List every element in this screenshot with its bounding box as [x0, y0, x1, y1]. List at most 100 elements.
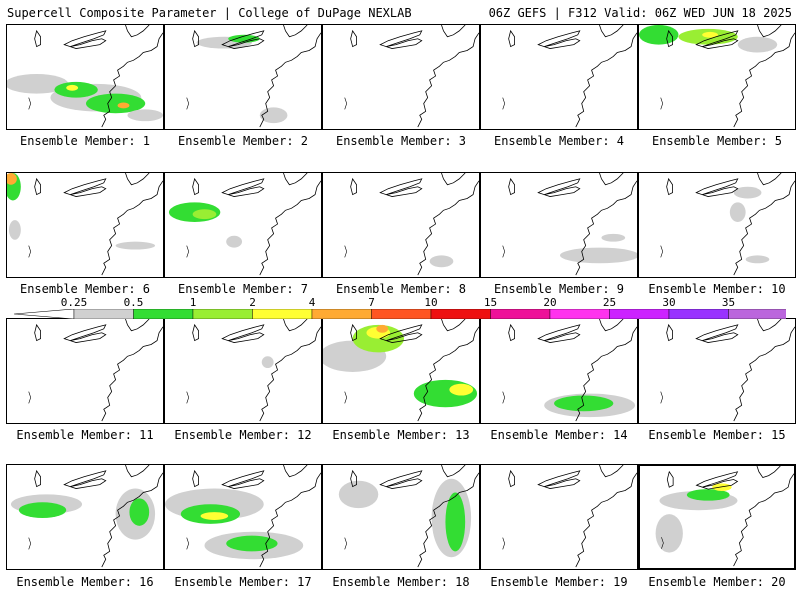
ensemble-map-panel-4	[480, 24, 638, 130]
colorbar-tick-label: 30	[662, 296, 676, 309]
lakes-outline	[379, 324, 423, 343]
coastline	[575, 326, 637, 422]
scp-contour	[200, 512, 229, 520]
ensemble-map-panel-14	[480, 318, 638, 424]
lakes-outline	[537, 324, 581, 343]
scp-contour	[729, 202, 746, 223]
ensemble-map-panel-19	[480, 464, 638, 570]
ensemble-map-panel-1	[6, 24, 164, 130]
coastline	[101, 326, 163, 422]
border-outline	[441, 25, 466, 38]
map-svg	[344, 173, 479, 276]
michigan-outline	[350, 323, 357, 342]
map-svg	[338, 465, 479, 568]
coastline	[101, 32, 163, 128]
scp-contour	[338, 480, 379, 509]
border-outline	[125, 25, 150, 38]
border-outline	[599, 465, 624, 478]
ensemble-member-label: Ensemble Member: 16	[16, 575, 154, 589]
coastline	[259, 32, 321, 128]
river-line	[660, 97, 664, 110]
michigan-outline	[350, 29, 357, 48]
colorbar-segment	[73, 309, 134, 319]
michigan-outline	[350, 177, 357, 196]
map-svg	[502, 25, 637, 128]
map-svg	[10, 465, 163, 568]
colorbar-segment	[490, 309, 551, 319]
ensemble-member-label: Ensemble Member: 7	[177, 282, 309, 296]
map-svg	[639, 25, 795, 128]
scp-contour	[639, 25, 679, 45]
michigan-outline	[34, 177, 41, 196]
colorbar-tick-label: 2	[249, 296, 256, 309]
river-line	[502, 537, 506, 550]
colorbar-segment	[371, 309, 432, 319]
colorbar-tick-label: 10	[424, 296, 438, 309]
michigan-outline	[666, 29, 673, 48]
scp-contour	[115, 241, 156, 250]
border-outline	[757, 173, 782, 186]
scp-contour	[117, 102, 130, 109]
colorbar-tick-label: 4	[308, 296, 316, 309]
lakes-outline	[221, 30, 265, 49]
scp-contour	[601, 233, 626, 242]
ensemble-member-label: Ensemble Member: 17	[174, 575, 312, 589]
coastline	[733, 32, 795, 128]
lakes-outline	[537, 178, 581, 197]
river-line	[344, 391, 348, 404]
ensemble-map-panel-11	[6, 318, 164, 424]
ensemble-map-panel-13	[322, 318, 480, 424]
river-line	[344, 537, 348, 550]
michigan-outline	[34, 29, 41, 48]
river-line	[502, 391, 506, 404]
coastline	[417, 32, 479, 128]
ensemble-map-panel-17	[164, 464, 322, 570]
ensemble-member-label: Ensemble Member: 3	[335, 134, 467, 148]
ensemble-map-panel-2	[164, 24, 322, 130]
river-line	[502, 97, 506, 110]
border-outline	[599, 25, 624, 38]
coastline	[259, 180, 321, 276]
colorbar-segment	[549, 309, 610, 319]
scp-contour	[259, 107, 288, 124]
ensemble-map-panel-7	[164, 172, 322, 278]
scp-contour	[66, 84, 79, 91]
ensemble-member-label: Ensemble Member: 10	[648, 282, 786, 296]
ensemble-map-panel-3	[322, 24, 480, 130]
border-outline	[125, 465, 150, 478]
colorbar-tick-label: 35	[721, 296, 736, 309]
coastline	[101, 472, 163, 568]
map-svg	[655, 466, 794, 567]
lakes-outline	[63, 324, 107, 343]
colorbar-tick-label: 1	[189, 296, 197, 309]
ensemble-map-panel-5	[638, 24, 796, 130]
colorbar-tick-label: 7	[368, 296, 375, 309]
river-line	[186, 97, 190, 110]
colorbar-segment	[609, 309, 670, 319]
colorbar-segment	[311, 309, 372, 319]
michigan-outline	[192, 29, 199, 48]
scp-contour	[376, 324, 389, 333]
michigan-outline	[34, 469, 41, 488]
coastline	[417, 326, 479, 422]
ensemble-member-label: Ensemble Member: 15	[648, 428, 786, 442]
ensemble-map-panel-10	[638, 172, 796, 278]
lakes-outline	[537, 30, 581, 49]
ensemble-map-panel-20	[638, 464, 796, 570]
map-svg	[502, 173, 637, 276]
michigan-outline	[350, 469, 357, 488]
colorbar-left-cap	[14, 309, 75, 319]
coastline	[101, 180, 163, 276]
ensemble-member-label: Ensemble Member: 18	[332, 575, 470, 589]
border-outline	[757, 319, 782, 332]
ensemble-map-panel-6	[6, 172, 164, 278]
map-svg	[502, 465, 637, 568]
scp-contour	[737, 36, 778, 53]
colorbar-segment	[192, 309, 253, 319]
ensemble-member-label: Ensemble Member: 20	[648, 575, 786, 589]
river-line	[186, 245, 190, 258]
scp-contour	[733, 186, 762, 199]
map-svg	[186, 319, 321, 422]
scp-contour	[445, 492, 466, 552]
lakes-outline	[221, 470, 265, 489]
